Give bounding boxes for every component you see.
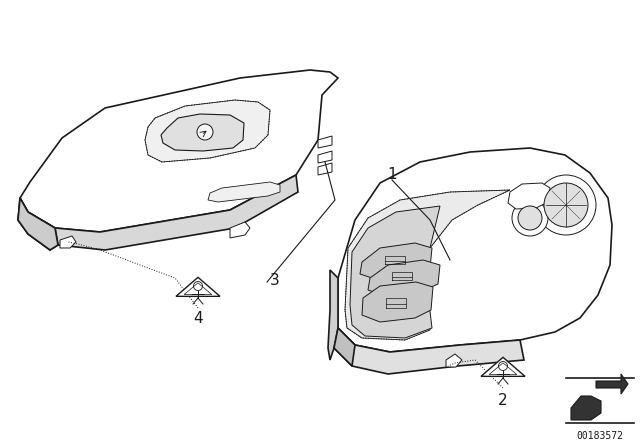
Polygon shape [328,270,338,360]
Polygon shape [318,136,332,148]
Polygon shape [176,277,220,296]
Polygon shape [161,114,244,151]
Polygon shape [230,222,250,238]
Text: 3: 3 [270,272,280,288]
Polygon shape [18,198,58,250]
Polygon shape [481,358,525,376]
Polygon shape [334,328,524,374]
Polygon shape [334,328,355,366]
Polygon shape [345,190,510,340]
Polygon shape [145,100,270,162]
Polygon shape [368,260,440,296]
Text: 00183572: 00183572 [577,431,623,441]
Polygon shape [208,182,280,202]
Circle shape [197,124,213,140]
Polygon shape [184,283,212,295]
Polygon shape [18,198,58,250]
Circle shape [518,206,542,230]
Polygon shape [20,70,338,232]
Polygon shape [350,206,440,338]
Polygon shape [318,163,332,175]
Text: 4: 4 [193,310,203,326]
Polygon shape [571,396,601,420]
Polygon shape [60,236,76,248]
Circle shape [544,183,588,227]
Circle shape [536,175,596,235]
Polygon shape [362,282,433,322]
Text: 2: 2 [498,392,508,408]
Polygon shape [446,354,462,367]
Polygon shape [338,148,612,352]
Text: 1: 1 [387,167,397,181]
Polygon shape [489,363,517,375]
Circle shape [512,200,548,236]
Polygon shape [360,243,432,280]
Polygon shape [596,374,628,394]
Polygon shape [508,183,550,209]
Polygon shape [55,175,298,250]
Polygon shape [318,151,332,163]
